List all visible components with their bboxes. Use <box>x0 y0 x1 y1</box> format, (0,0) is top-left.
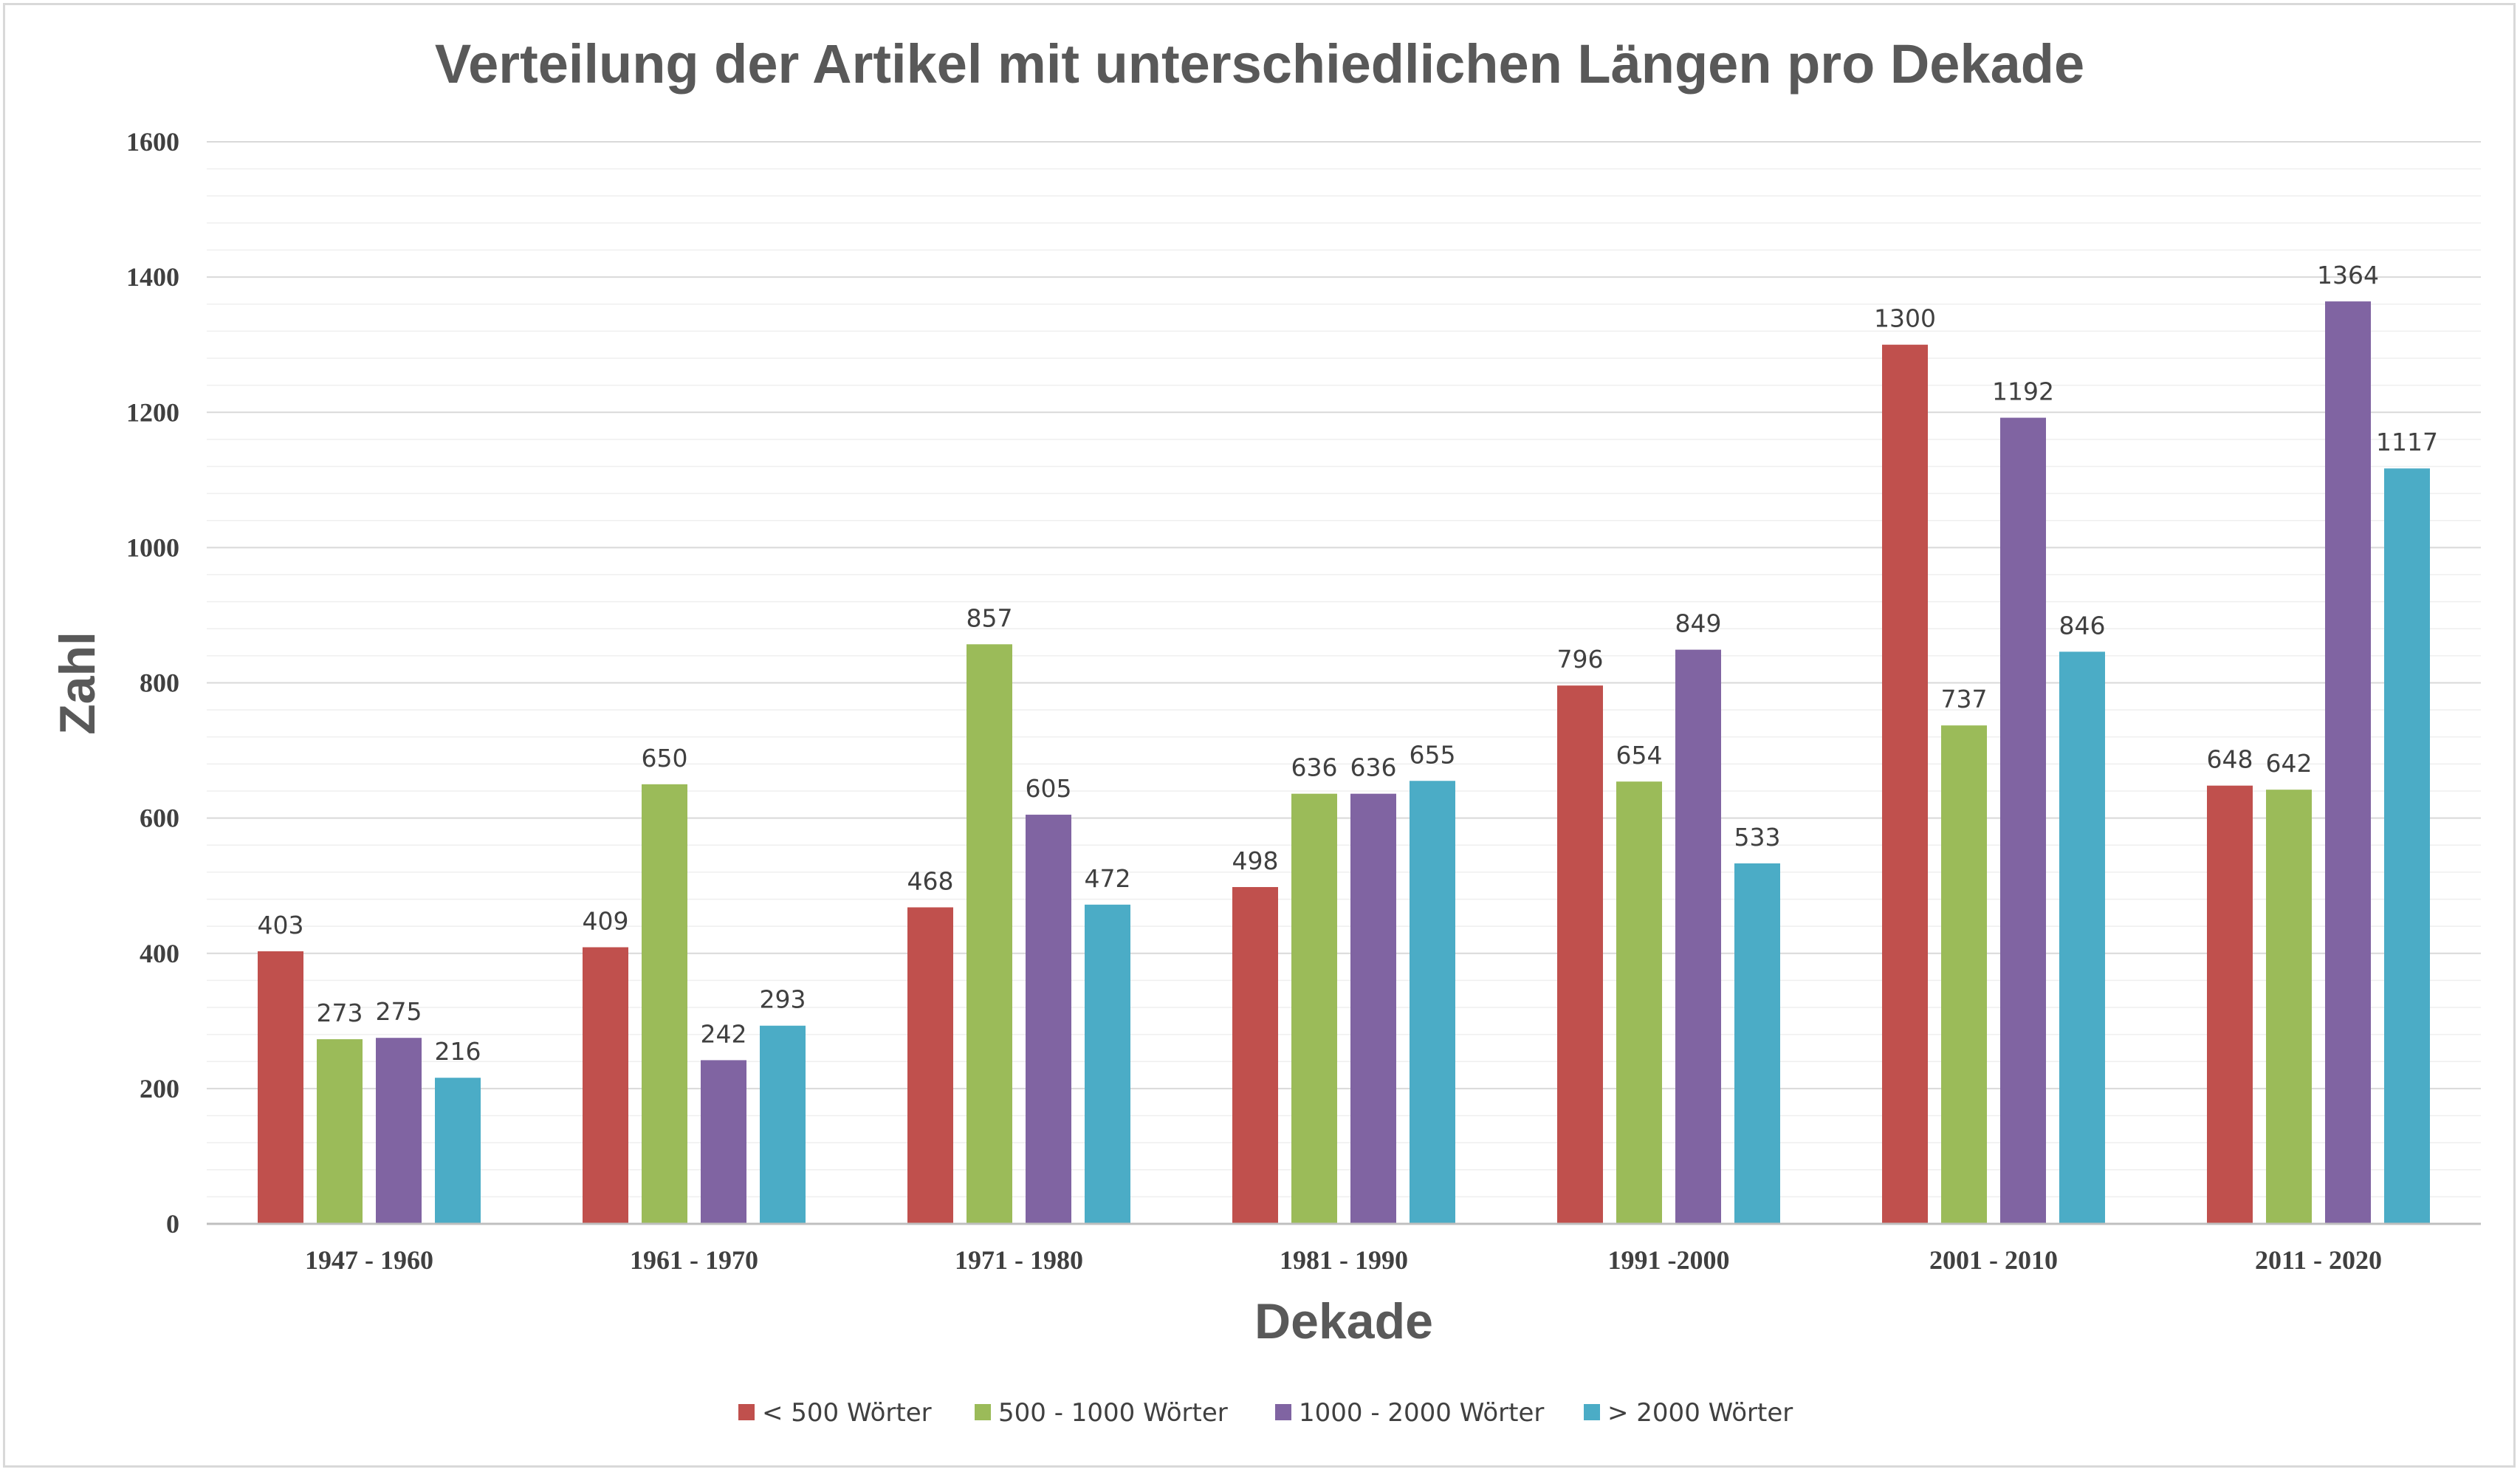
legend-label: 500 - 1000 Wörter <box>998 1398 1228 1428</box>
y-tick-label: 800 <box>140 668 179 698</box>
data-label: 605 <box>1026 774 1072 803</box>
legend-swatch <box>1275 1404 1291 1420</box>
data-label: 498 <box>1232 846 1279 875</box>
y-tick-label: 1000 <box>126 533 179 562</box>
bar <box>1557 685 1603 1224</box>
data-label: 857 <box>967 603 1013 632</box>
x-tick-label: 1971 - 1980 <box>955 1245 1083 1275</box>
x-axis-title: Dekade <box>1254 1293 1433 1349</box>
data-label: 796 <box>1557 645 1604 674</box>
bar <box>435 1078 481 1224</box>
data-label: 636 <box>1350 753 1397 782</box>
data-label: 1300 <box>1874 304 1936 333</box>
y-tick-label: 400 <box>140 939 179 968</box>
data-label: 293 <box>760 985 806 1014</box>
bar <box>1085 904 1130 1224</box>
x-tick-label: 2001 - 2010 <box>1929 1245 2058 1275</box>
bar <box>2325 301 2371 1224</box>
legend-swatch <box>975 1404 991 1420</box>
x-tick-label: 1981 - 1990 <box>1280 1245 1408 1275</box>
x-tick-label: 2011 - 2020 <box>2255 1245 2382 1275</box>
x-tick-label: 1991 -2000 <box>1608 1245 1730 1275</box>
data-label: 216 <box>435 1037 481 1066</box>
chart-title: Verteilung der Artikel mit unterschiedli… <box>435 33 2084 95</box>
bar <box>701 1060 746 1224</box>
bar <box>1026 815 1071 1224</box>
data-labels: 403 273 275 216 409 650 242 293 468 857 605 472 498 6… <box>258 261 2438 1066</box>
bar <box>1941 725 1987 1224</box>
bar <box>2207 785 2253 1224</box>
data-label: 648 <box>2207 745 2253 774</box>
bar <box>1232 887 1278 1224</box>
data-label: 1364 <box>2317 261 2379 290</box>
bar <box>760 1025 806 1224</box>
y-tick-label: 600 <box>140 804 179 833</box>
data-label: 846 <box>2059 611 2106 640</box>
data-label: 273 <box>317 999 363 1027</box>
bar <box>1410 781 1455 1224</box>
bar <box>583 947 628 1224</box>
bar <box>2266 790 2312 1224</box>
bar <box>1734 863 1780 1224</box>
bar <box>317 1039 363 1224</box>
bar <box>642 784 687 1224</box>
y-tick-label: 1600 <box>126 127 179 157</box>
bars <box>258 301 2430 1225</box>
y-axis-title: Zahl <box>49 631 106 735</box>
bar <box>258 951 303 1224</box>
y-tick-label: 200 <box>140 1074 179 1103</box>
legend: < 500 Wörter 500 - 1000 Wörter 1000 - 2000… <box>738 1398 1793 1428</box>
data-label: 242 <box>701 1019 747 1048</box>
data-label: 849 <box>1675 609 1722 638</box>
bar <box>967 644 1012 1224</box>
y-tick-label: 0 <box>166 1209 179 1239</box>
data-label: 533 <box>1734 823 1781 852</box>
gridlines <box>207 141 2481 1198</box>
x-axis-ticks: 1947 - 1960 1961 - 1970 1971 - 1980 1981 - … <box>305 1245 2382 1275</box>
x-tick-label: 1961 - 1970 <box>630 1245 758 1275</box>
data-label: 642 <box>2266 749 2313 778</box>
legend-swatch <box>738 1404 755 1420</box>
bar <box>1350 793 1396 1224</box>
data-label: 1192 <box>1992 377 2054 406</box>
data-label: 275 <box>376 997 422 1026</box>
bar <box>1616 781 1662 1224</box>
legend-label: > 2000 Wörter <box>1607 1398 1793 1428</box>
legend-label: 1000 - 2000 Wörter <box>1299 1398 1544 1428</box>
y-tick-label: 1200 <box>126 397 179 427</box>
legend-swatch <box>1584 1404 1600 1420</box>
bar <box>376 1038 422 1224</box>
data-label: 655 <box>1410 740 1456 769</box>
data-label: 654 <box>1616 741 1663 770</box>
y-tick-label: 1400 <box>126 262 179 292</box>
legend-label: < 500 Wörter <box>762 1398 932 1428</box>
y-axis-ticks: 0 200 400 600 800 1000 1200 1400 1600 <box>126 127 179 1239</box>
data-label: 409 <box>583 907 629 936</box>
bar <box>1291 793 1337 1224</box>
bar <box>2000 417 2046 1225</box>
data-label: 1117 <box>2376 428 2438 456</box>
data-label: 468 <box>907 866 954 895</box>
bar <box>1675 649 1721 1224</box>
bar <box>2384 468 2430 1224</box>
data-label: 650 <box>642 744 688 773</box>
bar <box>907 907 953 1224</box>
data-label: 636 <box>1291 753 1338 782</box>
data-label: 737 <box>1941 685 1988 713</box>
data-label: 472 <box>1085 864 1131 893</box>
bar <box>2059 651 2105 1224</box>
data-label: 403 <box>258 911 304 939</box>
bar <box>1882 344 1928 1224</box>
x-tick-label: 1947 - 1960 <box>305 1245 433 1275</box>
